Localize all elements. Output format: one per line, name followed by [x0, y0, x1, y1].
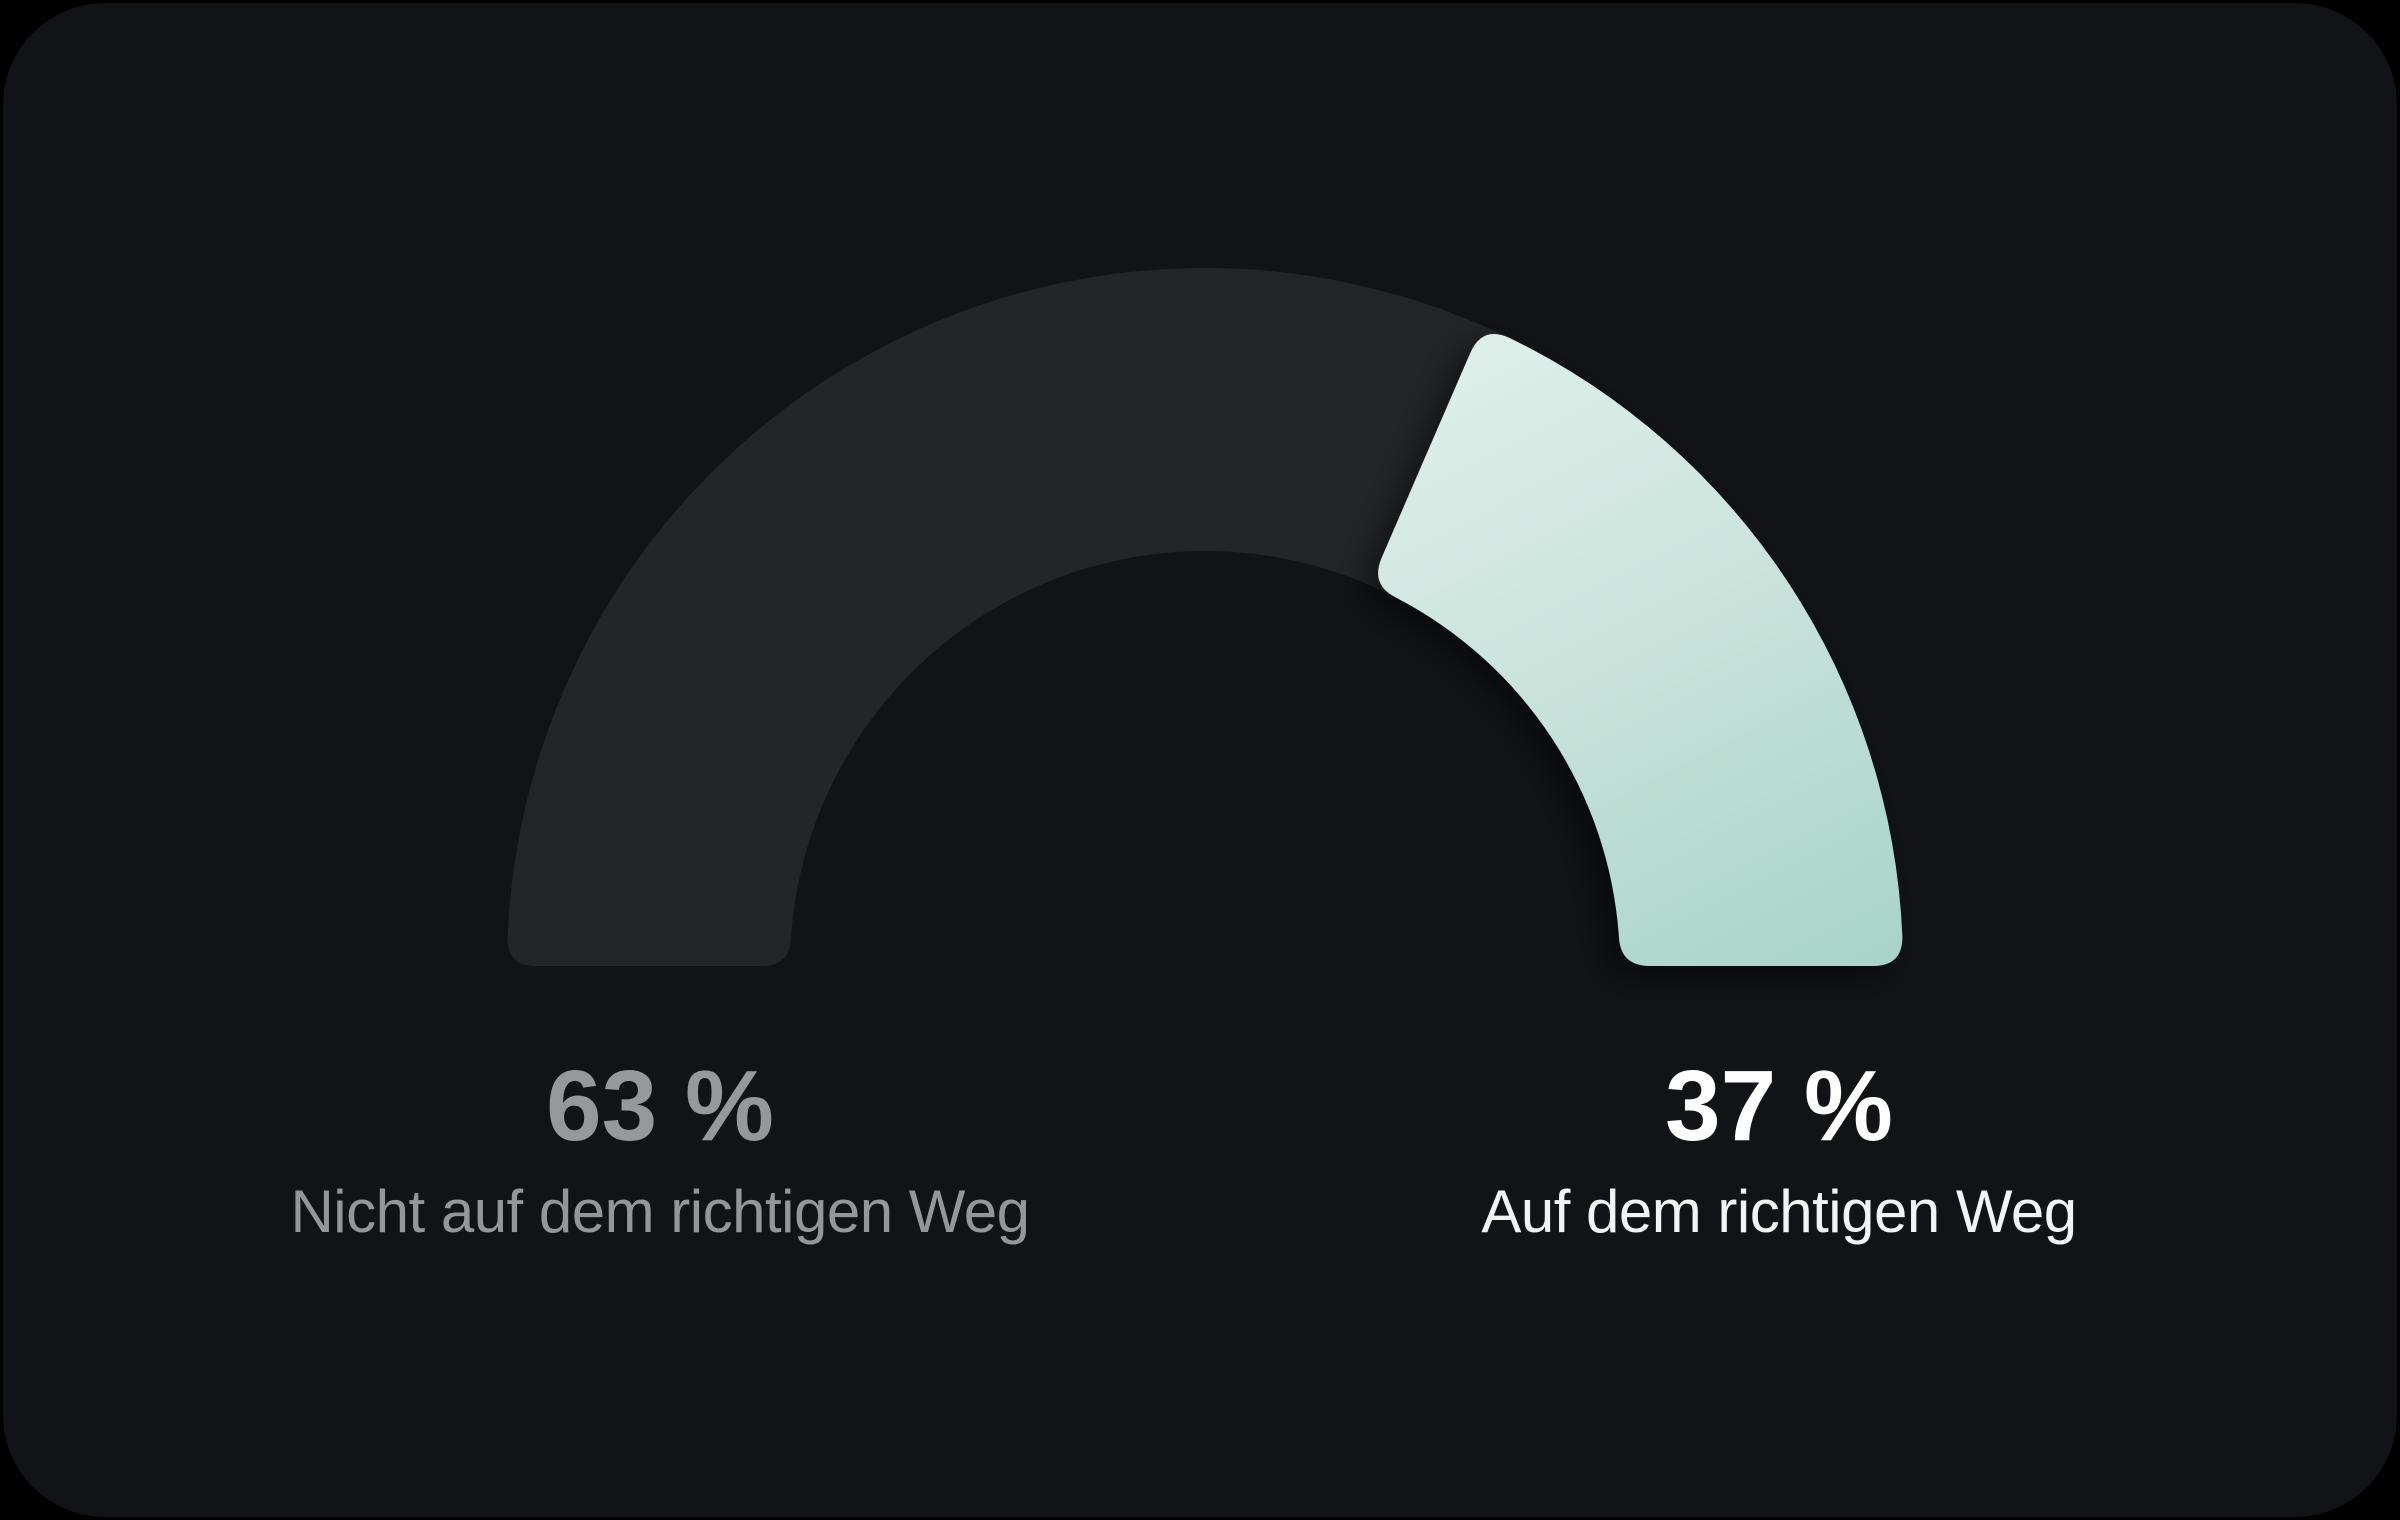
gauge-segment-on-track: [1378, 334, 1903, 966]
gauge-segment-off-track: [507, 267, 1620, 967]
stat-label-on-track: Auf dem richtigen Weg: [1481, 1178, 2077, 1245]
stat-card: 63 % Nicht auf dem richtigen Weg 37 % Au…: [3, 3, 2397, 1517]
stat-value-off-track: 63 %: [546, 1050, 774, 1162]
stat-value-on-track: 37 %: [1665, 1050, 1893, 1162]
stat-on-track: 37 % Auf dem richtigen Weg: [1329, 1049, 2229, 1248]
gauge-chart: [507, 267, 1903, 967]
stat-off-track: 63 % Nicht auf dem richtigen Weg: [210, 1049, 1110, 1248]
stat-label-off-track: Nicht auf dem richtigen Weg: [290, 1178, 1030, 1245]
